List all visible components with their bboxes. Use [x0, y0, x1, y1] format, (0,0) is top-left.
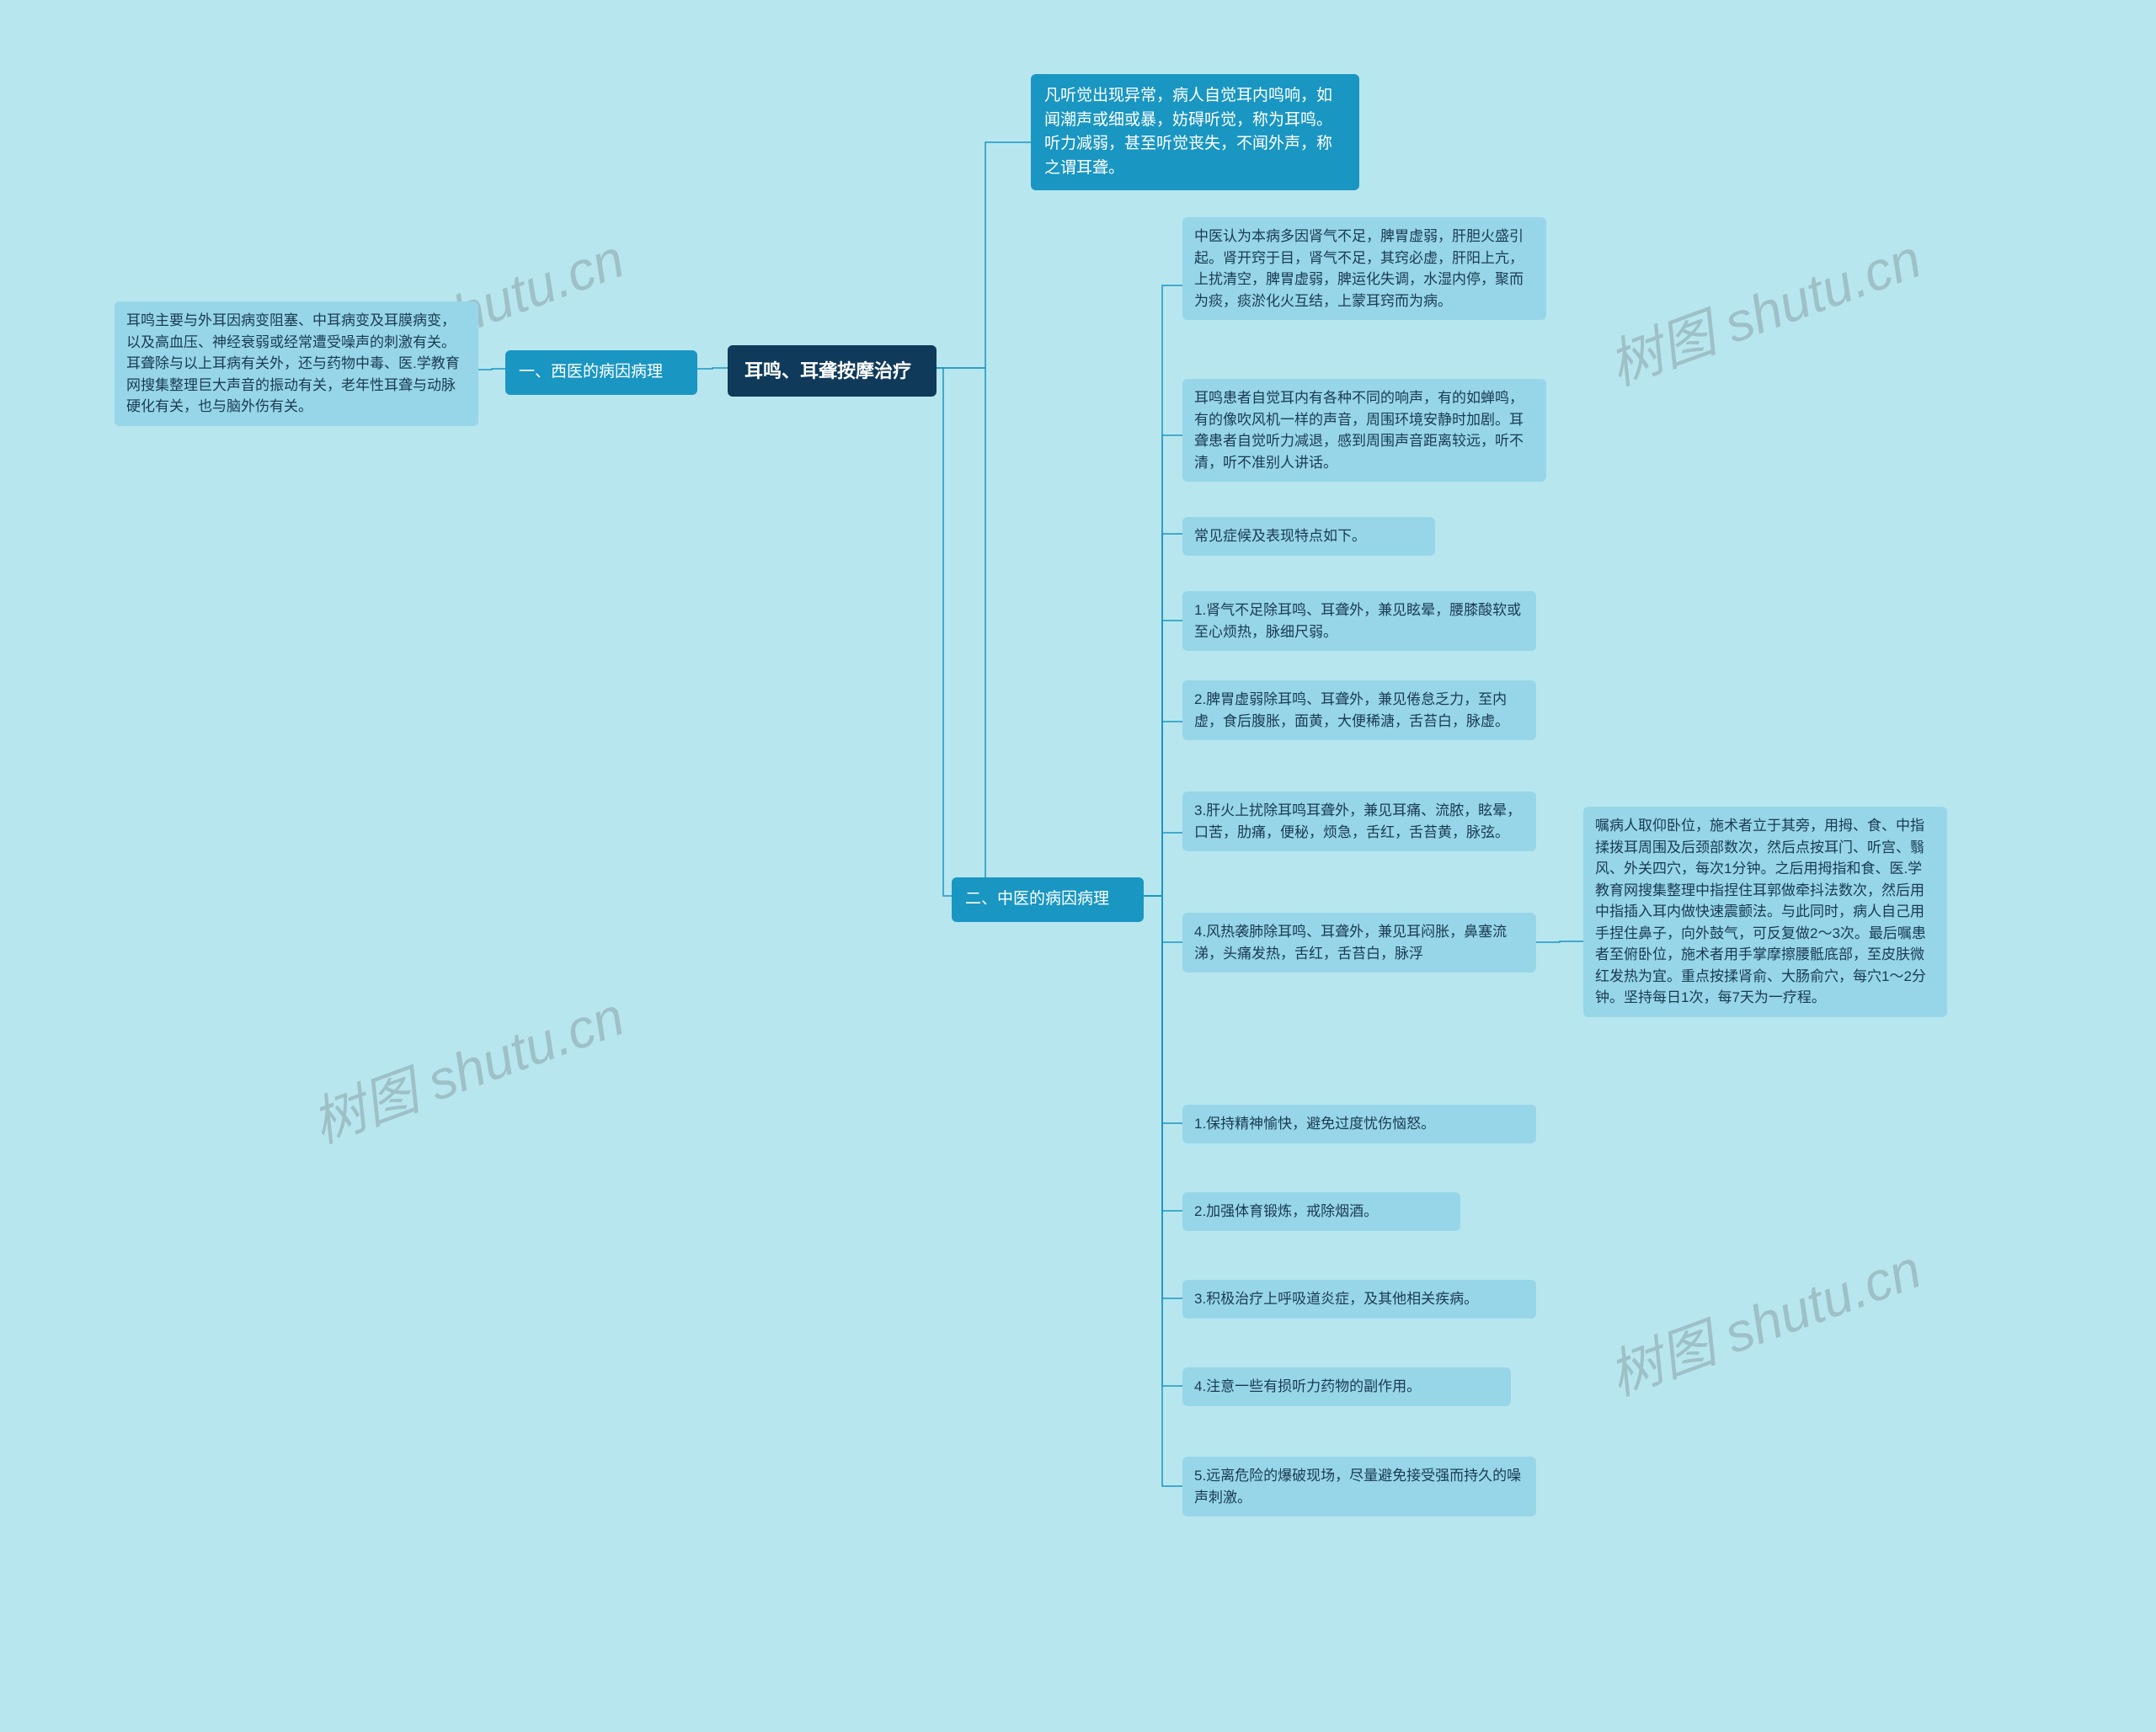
tcm-branch-node[interactable]: 二、中医的病因病理	[952, 877, 1144, 922]
tcm-child-node[interactable]: 2.加强体育锻炼，戒除烟酒。	[1182, 1192, 1460, 1231]
tcm-child-node[interactable]: 4.注意一些有损听力药物的副作用。	[1182, 1367, 1511, 1406]
tcm-child-node[interactable]: 常见症候及表现特点如下。	[1182, 517, 1435, 556]
tcm-child-node[interactable]: 5.远离危险的爆破现场，尽量避免接受强而持久的噪声刺激。	[1182, 1457, 1536, 1516]
watermark: 树图 shutu.cn	[1597, 1226, 1930, 1410]
intro-node[interactable]: 凡听觉出现异常，病人自觉耳内鸣响，如闻潮声或细或暴，妨碍听觉，称为耳鸣。听力减弱…	[1031, 74, 1359, 190]
west-branch-node[interactable]: 一、西医的病因病理	[505, 350, 697, 395]
tcm-child-node[interactable]: 3.积极治疗上呼吸道炎症，及其他相关疾病。	[1182, 1280, 1536, 1319]
tcm-child-node[interactable]: 3.肝火上扰除耳鸣耳聋外，兼见耳痛、流脓，眩晕，口苦，肋痛，便秘，烦急，舌红，舌…	[1182, 791, 1536, 851]
tcm-child-node[interactable]: 2.脾胃虚弱除耳鸣、耳聋外，兼见倦怠乏力，至内虚，食后腹胀，面黄，大便稀溏，舌苔…	[1182, 680, 1536, 740]
west-leaf-node[interactable]: 耳鸣主要与外耳因病变阻塞、中耳病变及耳膜病变，以及高血压、神经衰弱或经常遭受噪声…	[115, 301, 478, 426]
root-node[interactable]: 耳鸣、耳聋按摩治疗	[728, 345, 937, 397]
tcm-child-node[interactable]: 1.保持精神愉快，避免过度忧伤恼怒。	[1182, 1105, 1536, 1143]
watermark: 树图 shutu.cn	[1597, 216, 1930, 400]
tcm-child-node[interactable]: 4.风热袭肺除耳鸣、耳聋外，兼见耳闷胀，鼻塞流涕，头痛发热，舌红，舌苔白，脉浮	[1182, 913, 1536, 973]
tcm-grandchild-node[interactable]: 嘱病人取仰卧位，施术者立于其旁，用拇、食、中指揉拨耳周围及后颈部数次，然后点按耳…	[1583, 807, 1947, 1017]
tcm-child-node[interactable]: 1.肾气不足除耳鸣、耳聋外，兼见眩晕，腰膝酸软或至心烦热，脉细尺弱。	[1182, 591, 1536, 651]
tcm-child-node[interactable]: 中医认为本病多因肾气不足，脾胃虚弱，肝胆火盛引起。肾开窍于目，肾气不足，其窍必虚…	[1182, 217, 1546, 320]
watermark: 树图 shutu.cn	[300, 973, 633, 1158]
tcm-child-node[interactable]: 耳鸣患者自觉耳内有各种不同的响声，有的如蝉鸣，有的像吹风机一样的声音，周围环境安…	[1182, 379, 1546, 482]
